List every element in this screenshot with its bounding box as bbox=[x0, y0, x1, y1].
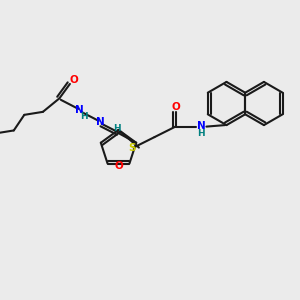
Text: O: O bbox=[171, 102, 180, 112]
Text: H: H bbox=[113, 124, 121, 133]
Text: S: S bbox=[128, 142, 136, 153]
Text: N: N bbox=[75, 105, 84, 116]
Text: N: N bbox=[96, 117, 105, 128]
Text: N: N bbox=[196, 121, 206, 131]
Text: H: H bbox=[197, 129, 205, 138]
Text: H: H bbox=[80, 112, 88, 122]
Text: O: O bbox=[69, 75, 78, 85]
Text: O: O bbox=[114, 161, 123, 171]
